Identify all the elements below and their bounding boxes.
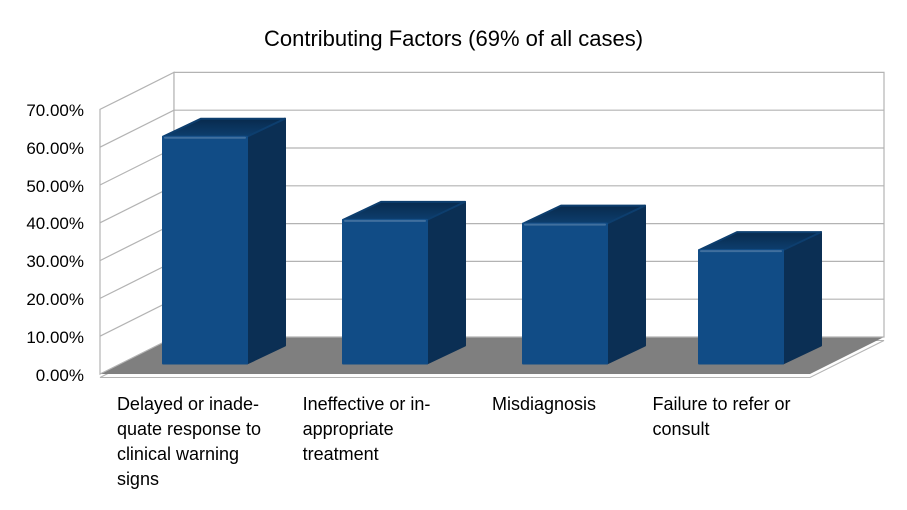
y-tick-label: 40.00%: [26, 214, 84, 234]
y-tick-label: 60.00%: [26, 138, 84, 158]
x-category-label: Ineffective or in-appropriate treatment: [302, 394, 431, 464]
bar-front-face: [162, 135, 248, 365]
bar-side-face: [246, 117, 286, 365]
floor: [100, 337, 884, 374]
bar-series-point-1: [162, 117, 286, 365]
x-category-label: Delayed or inade-quate response to clinic…: [116, 394, 262, 489]
chart-title: Contributing Factors (69% of all cases): [263, 26, 644, 51]
bar-side-face: [426, 200, 466, 365]
gridline-side-wall: [99, 109, 175, 148]
bar-front-face: [698, 249, 784, 365]
y-tick-label: 20.00%: [26, 289, 84, 309]
bar-front-face: [342, 218, 428, 365]
bar-side-face: [782, 231, 822, 365]
bar-front-face: [522, 222, 608, 365]
x-category-label: Failure to refer or consult: [652, 394, 791, 439]
y-tick-label: 0.00%: [35, 365, 84, 385]
y-tick-label: 10.00%: [26, 327, 84, 347]
gridline-side-wall: [99, 298, 175, 337]
bar-side-face: [606, 204, 646, 365]
gridline-side-wall: [99, 185, 175, 224]
gridline-side-wall: [99, 147, 175, 186]
x-category-label: Misdiagnosis: [491, 394, 597, 414]
y-tick-label: 50.00%: [26, 176, 84, 196]
y-tick-label: 70.00%: [26, 100, 84, 120]
gridline-side-wall: [99, 223, 175, 262]
bar-series-point-2: [342, 200, 466, 365]
bar-series-point-3: [522, 204, 646, 365]
y-tick-label: 30.00%: [26, 252, 84, 272]
bar-series-point-4: [698, 231, 822, 365]
gridline-side-wall: [99, 260, 175, 299]
